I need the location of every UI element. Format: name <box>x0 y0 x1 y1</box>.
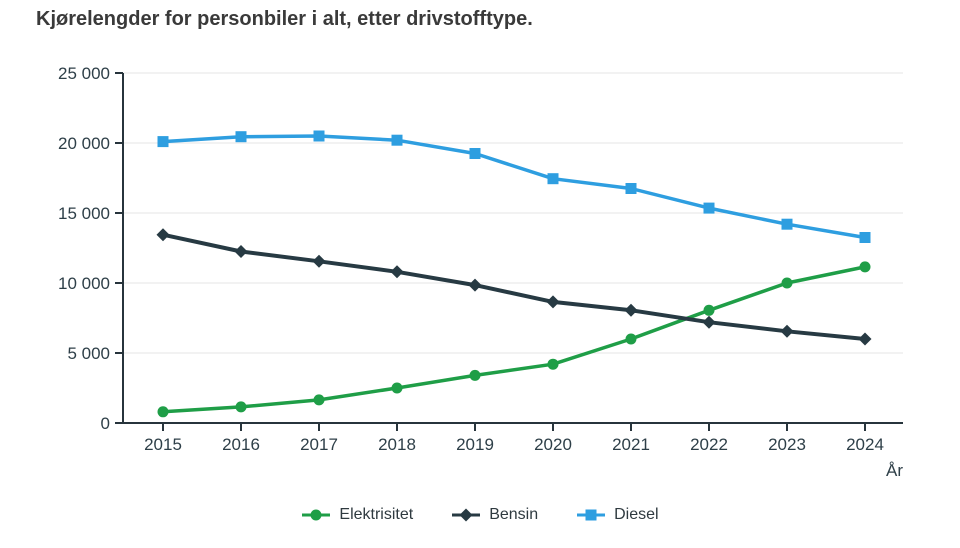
legend-diamond-icon <box>452 508 481 522</box>
series-line-elektrisitet <box>161 265 867 414</box>
marker-diesel-2022[interactable] <box>703 202 715 214</box>
marker-diesel-2023[interactable] <box>781 218 793 230</box>
marker-bensin-2015[interactable] <box>156 228 170 242</box>
marker-diesel-2021[interactable] <box>625 183 637 194</box>
marker-elektrisitet-2024[interactable] <box>859 261 871 273</box>
series-line-bensin <box>161 232 867 341</box>
marker-bensin-2024[interactable] <box>858 332 872 346</box>
y-tick-label: 5 000 <box>67 344 110 363</box>
y-tick-label: 10 000 <box>58 274 110 293</box>
legend-label: Bensin <box>489 506 539 523</box>
marker-bensin-2016[interactable] <box>234 245 248 258</box>
x-tick-label: 2021 <box>612 435 650 454</box>
y-tick-label: 15 000 <box>58 204 110 223</box>
chart-title: Kjørelengder for personbiler i alt, ette… <box>36 8 533 30</box>
x-tick-label: 2018 <box>378 435 416 454</box>
marker-diesel-2015[interactable] <box>157 136 169 148</box>
x-tick-label: 2019 <box>456 435 494 454</box>
legend-item-elektrisitet[interactable]: Elektrisitet <box>301 506 413 524</box>
y-tick-label: 20 000 <box>58 134 110 153</box>
marker-bensin-2023[interactable] <box>780 324 794 338</box>
x-tick-label: 2020 <box>534 435 572 454</box>
marker-bensin-2018[interactable] <box>390 265 404 279</box>
marker-diesel-2020[interactable] <box>547 173 559 185</box>
marker-bensin-2021[interactable] <box>624 303 638 317</box>
x-tick-label: 2016 <box>222 435 260 454</box>
marker-bensin-2020[interactable] <box>546 295 560 309</box>
marker-bensin-2019[interactable] <box>468 278 482 292</box>
marker-diesel-2016[interactable] <box>235 131 247 143</box>
x-axis-title: År <box>886 461 903 480</box>
legend-circle-icon <box>302 509 331 521</box>
legend-item-bensin[interactable]: Bensin <box>451 506 538 524</box>
line-chart: 0 5 000 10 000 15 000 20 000 25 000 2015 2016 20… <box>58 64 903 454</box>
legend-label: Elektrisitet <box>339 506 414 523</box>
marker-elektrisitet-2016[interactable] <box>235 401 247 413</box>
legend-square-icon <box>577 509 606 521</box>
marker-bensin-2017[interactable] <box>312 254 326 268</box>
x-tick-label: 2024 <box>846 435 884 454</box>
marker-diesel-2019[interactable] <box>469 148 481 159</box>
series-line-diesel <box>161 134 867 240</box>
chart-legend: Elektrisitet Bensin Diesel <box>0 506 960 524</box>
x-tick-label: 2017 <box>300 435 338 454</box>
marker-diesel-2017[interactable] <box>313 130 325 142</box>
marker-elektrisitet-2015[interactable] <box>157 406 169 418</box>
y-tick-label: 0 <box>101 414 110 433</box>
y-tick-label: 25 000 <box>58 64 110 83</box>
marker-elektrisitet-2018[interactable] <box>391 382 403 394</box>
x-tick-label: 2023 <box>768 435 806 454</box>
x-tick-label: 2015 <box>144 435 182 454</box>
marker-diesel-2024[interactable] <box>859 232 871 243</box>
marker-diesel-2018[interactable] <box>391 134 403 146</box>
marker-elektrisitet-2022[interactable] <box>703 304 715 316</box>
legend-label: Diesel <box>614 506 659 523</box>
marker-elektrisitet-2021[interactable] <box>625 333 637 345</box>
marker-elektrisitet-2023[interactable] <box>781 277 793 289</box>
legend-item-diesel[interactable]: Diesel <box>576 506 659 524</box>
marker-elektrisitet-2019[interactable] <box>469 369 481 381</box>
marker-bensin-2022[interactable] <box>702 315 716 329</box>
marker-elektrisitet-2017[interactable] <box>313 394 325 406</box>
marker-elektrisitet-2020[interactable] <box>547 358 559 370</box>
x-tick-label: 2022 <box>690 435 728 454</box>
